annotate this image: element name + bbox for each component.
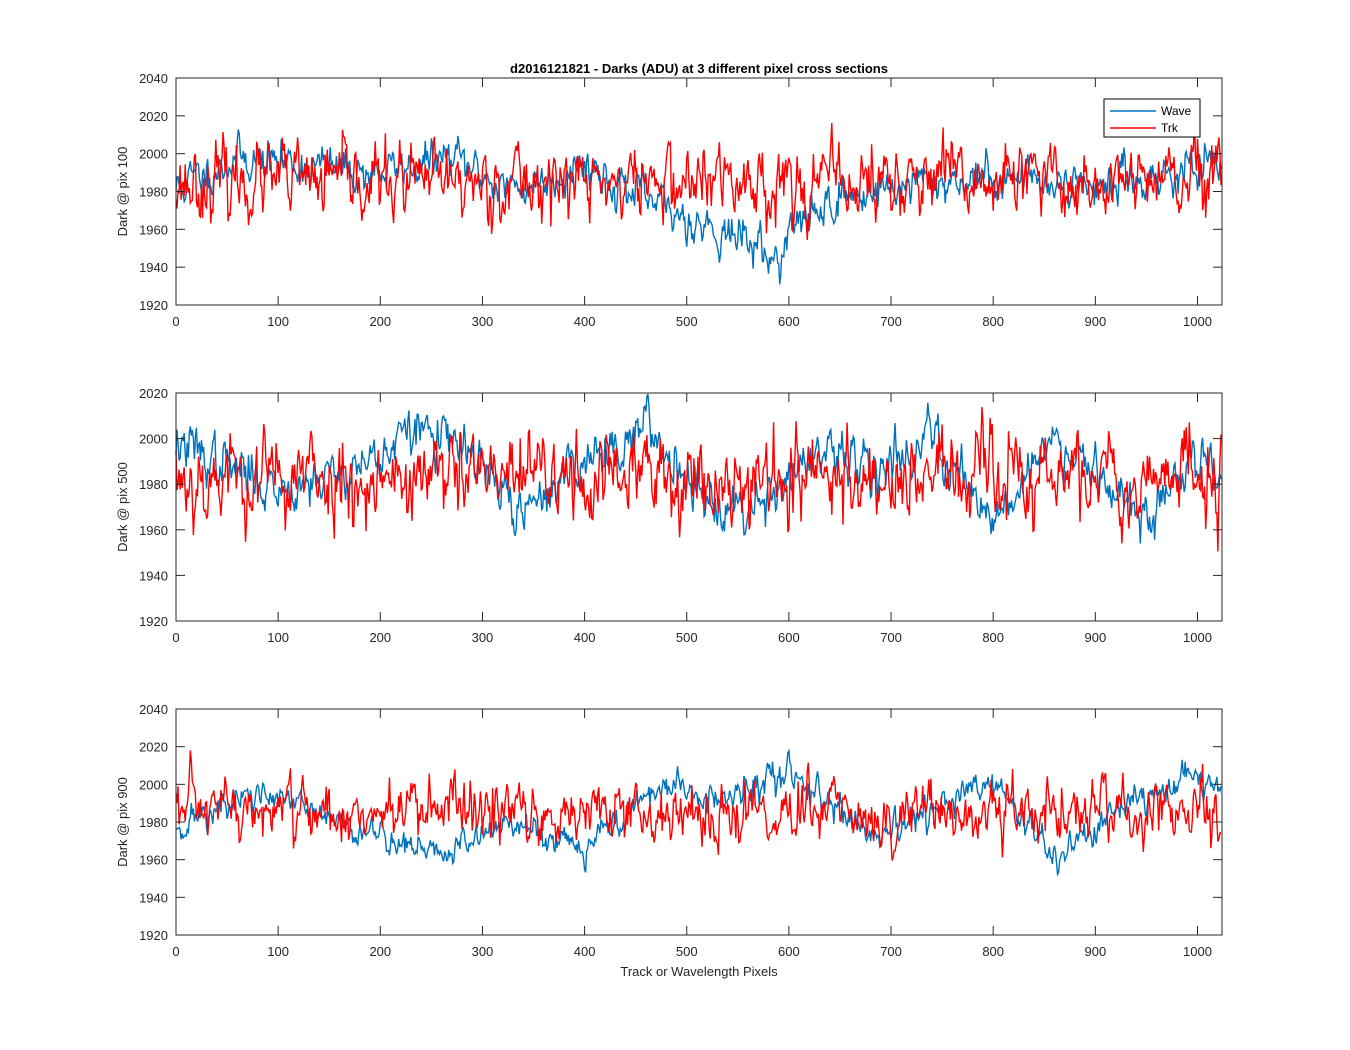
y-tick-label: 2040 xyxy=(139,71,168,86)
x-tick-label: 400 xyxy=(574,944,596,959)
x-tick-label: 900 xyxy=(1084,944,1106,959)
axes-box xyxy=(175,77,1223,306)
y-tick-label: 2000 xyxy=(139,147,168,162)
legend-label-wave: Wave xyxy=(1161,104,1192,118)
legend-box xyxy=(1103,98,1201,138)
x-tick-label: 200 xyxy=(369,944,391,959)
figure-title: d2016121821 - Darks (ADU) at 3 different… xyxy=(510,61,888,76)
subplot-2: 0 100 200 300 400 500 600 700 800 900 1000 1920 1940… xyxy=(115,386,1223,645)
y-tick-label: 1980 xyxy=(139,185,168,200)
x-tick-label: 800 xyxy=(982,314,1004,329)
x-tick-label: 0 xyxy=(172,314,179,329)
axes-box xyxy=(175,392,1223,622)
x-tick-label: 300 xyxy=(472,944,494,959)
y-tick-label: 1920 xyxy=(139,298,168,313)
y-tick-label: 1940 xyxy=(139,568,168,583)
x-tick-label: 600 xyxy=(778,630,800,645)
subplot-1: 0 100 200 300 400 500 600 700 800 900 1000 1920 1940… xyxy=(115,71,1223,329)
y-tick-label: 1920 xyxy=(139,614,168,629)
x-tick-label: 900 xyxy=(1084,314,1106,329)
x-tick-label: 400 xyxy=(574,630,596,645)
y-tick-label: 2020 xyxy=(139,386,168,401)
series-line-trk xyxy=(175,113,1222,241)
y-tick-label: 2000 xyxy=(139,432,168,447)
y-tick-label: 2020 xyxy=(139,109,168,124)
x-tick-label: 800 xyxy=(982,944,1004,959)
x-tick-label: 700 xyxy=(880,314,902,329)
x-tick-label: 800 xyxy=(982,630,1004,645)
y-axis-label: Dark @ pix 100 xyxy=(115,147,130,237)
x-tick-label: 1000 xyxy=(1183,630,1212,645)
x-axis-label: Track or Wavelength Pixels xyxy=(620,964,778,979)
y-tick-label: 2040 xyxy=(139,702,168,717)
series-line-trk xyxy=(175,750,1222,861)
series-line-trk xyxy=(175,406,1222,552)
x-tick-label: 1000 xyxy=(1183,314,1212,329)
x-tick-label: 300 xyxy=(472,314,494,329)
x-tick-label: 500 xyxy=(676,314,698,329)
legend: Wave Trk xyxy=(1103,98,1201,138)
x-tick-label: 500 xyxy=(676,944,698,959)
y-tick-label: 1920 xyxy=(139,928,168,943)
subplot-panels: 0 100 200 300 400 500 600 700 800 900 100019201940… xyxy=(115,71,1223,959)
x-tick-label: 0 xyxy=(172,630,179,645)
y-tick-label: 1980 xyxy=(139,477,168,492)
legend-label-trk: Trk xyxy=(1161,121,1179,135)
x-tick-label: 200 xyxy=(369,314,391,329)
x-tick-label: 1000 xyxy=(1183,944,1212,959)
x-tick-label: 500 xyxy=(676,630,698,645)
x-tick-label: 100 xyxy=(267,944,289,959)
subplot-3: 0 100 200 300 400 500 600 700 800 900 1000 1920 1940… xyxy=(115,702,1223,959)
y-tick-label: 1960 xyxy=(139,853,168,868)
x-tick-label: 900 xyxy=(1084,630,1106,645)
y-axis-label: Dark @ pix 900 xyxy=(115,777,130,867)
x-tick-label: 700 xyxy=(880,944,902,959)
y-tick-label: 2020 xyxy=(139,740,168,755)
x-tick-label: 400 xyxy=(574,314,596,329)
x-tick-label: 0 xyxy=(172,944,179,959)
x-tick-label: 600 xyxy=(778,314,800,329)
y-tick-label: 1940 xyxy=(139,890,168,905)
y-tick-label: 1960 xyxy=(139,523,168,538)
x-tick-label: 100 xyxy=(267,630,289,645)
y-tick-label: 1940 xyxy=(139,260,168,275)
x-tick-label: 700 xyxy=(880,630,902,645)
x-tick-label: 300 xyxy=(472,630,494,645)
y-tick-label: 2000 xyxy=(139,777,168,792)
y-tick-label: 1960 xyxy=(139,222,168,237)
y-axis-label: Dark @ pix 500 xyxy=(115,462,130,552)
x-tick-label: 100 xyxy=(267,314,289,329)
x-tick-label: 200 xyxy=(369,630,391,645)
x-tick-label: 600 xyxy=(778,944,800,959)
y-tick-label: 1980 xyxy=(139,815,168,830)
